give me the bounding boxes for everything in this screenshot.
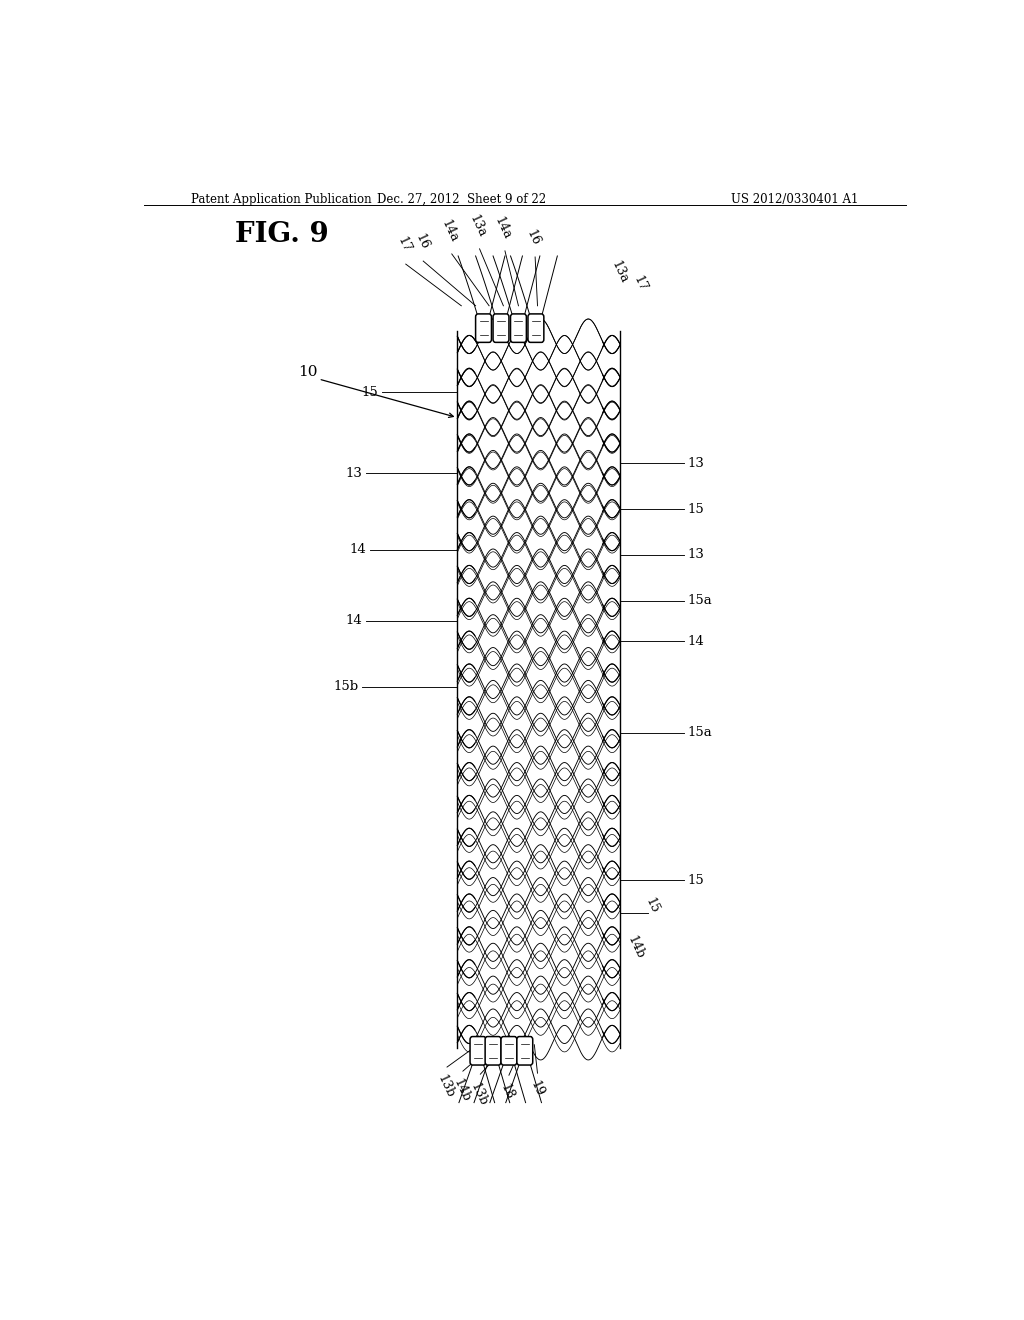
FancyBboxPatch shape — [494, 314, 509, 342]
Text: 15a: 15a — [687, 594, 713, 607]
Text: 13a: 13a — [609, 259, 631, 285]
Text: 16: 16 — [523, 228, 542, 248]
Text: 14: 14 — [687, 635, 705, 648]
Text: 16: 16 — [413, 232, 431, 252]
Text: 13: 13 — [687, 548, 705, 561]
FancyBboxPatch shape — [517, 1036, 532, 1065]
Text: 15: 15 — [687, 503, 705, 516]
Text: 14b: 14b — [625, 935, 647, 961]
Text: Patent Application Publication: Patent Application Publication — [191, 193, 372, 206]
Text: Dec. 27, 2012  Sheet 9 of 22: Dec. 27, 2012 Sheet 9 of 22 — [377, 193, 546, 206]
Text: 13a: 13a — [466, 213, 488, 240]
FancyBboxPatch shape — [511, 314, 526, 342]
FancyBboxPatch shape — [470, 1036, 486, 1065]
Text: 15a: 15a — [687, 726, 713, 739]
Text: 19: 19 — [527, 1080, 546, 1100]
Text: 15b: 15b — [333, 680, 358, 693]
Text: 14: 14 — [345, 614, 362, 627]
Text: 13: 13 — [687, 457, 705, 470]
Text: 14: 14 — [349, 544, 367, 556]
Text: 13: 13 — [345, 467, 362, 480]
Text: 10: 10 — [299, 364, 318, 379]
Text: 14b: 14b — [451, 1077, 472, 1105]
Text: 17: 17 — [395, 235, 414, 255]
Text: 15: 15 — [687, 874, 705, 887]
Text: 15: 15 — [361, 385, 378, 399]
FancyBboxPatch shape — [475, 314, 492, 342]
FancyBboxPatch shape — [485, 1036, 501, 1065]
Text: 14a: 14a — [438, 218, 460, 244]
Text: 18: 18 — [498, 1081, 517, 1101]
Text: 13b: 13b — [434, 1073, 457, 1101]
Text: 17: 17 — [631, 273, 649, 293]
Text: US 2012/0330401 A1: US 2012/0330401 A1 — [731, 193, 858, 206]
Text: 14a: 14a — [492, 215, 513, 242]
Text: 15: 15 — [642, 896, 662, 916]
Text: 13b: 13b — [468, 1080, 489, 1107]
Text: FIG. 9: FIG. 9 — [236, 222, 329, 248]
FancyBboxPatch shape — [501, 1036, 517, 1065]
FancyBboxPatch shape — [528, 314, 544, 342]
